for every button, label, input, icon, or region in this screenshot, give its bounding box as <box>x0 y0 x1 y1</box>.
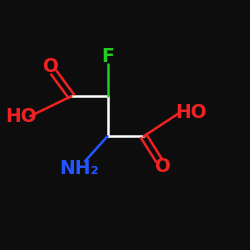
Text: F: F <box>101 47 114 66</box>
Text: O: O <box>154 157 170 176</box>
Text: NH₂: NH₂ <box>59 159 98 178</box>
Text: HO: HO <box>176 103 207 122</box>
Text: HO: HO <box>6 107 37 126</box>
Text: O: O <box>42 57 58 76</box>
